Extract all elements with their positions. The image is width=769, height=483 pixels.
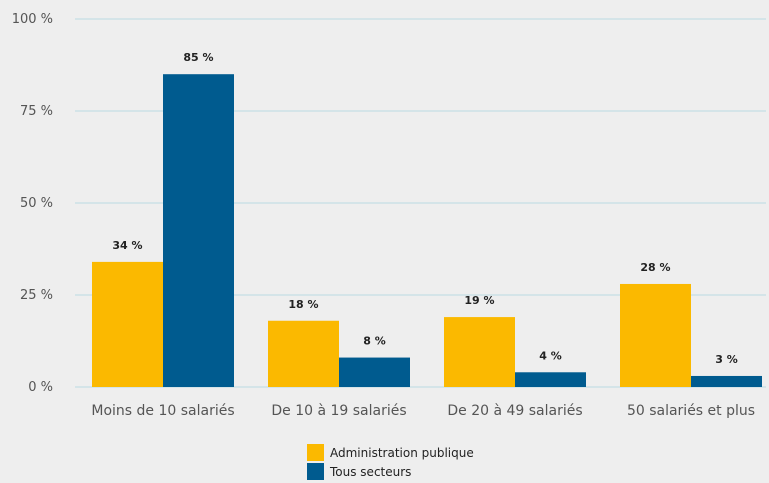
- legend-label: Tous secteurs: [329, 465, 411, 479]
- x-tick-label: De 20 à 49 salariés: [447, 403, 582, 419]
- legend-swatch: [307, 463, 324, 480]
- data-label: 85 %: [183, 51, 213, 64]
- y-tick-label: 0 %: [28, 380, 53, 395]
- x-tick-label: De 10 à 19 salariés: [271, 403, 406, 419]
- bar: [515, 372, 586, 387]
- data-labels: 34 % 18 % 19 % 28 % 85 % 8 % 4 % 3 %: [112, 51, 737, 366]
- legend-item: Administration publique: [307, 444, 474, 461]
- y-axis: 0 % 25 % 50 % 75 % 100 %: [12, 12, 53, 395]
- bar: [620, 283, 691, 387]
- y-tick-label: 75 %: [20, 104, 53, 119]
- x-axis: Moins de 10 salariés De 10 à 19 salariés D…: [91, 403, 755, 419]
- bar: [268, 320, 339, 387]
- x-tick-label: 50 salariés et plus: [627, 403, 755, 419]
- legend-swatch: [307, 444, 324, 461]
- data-label: 8 %: [363, 335, 386, 348]
- data-label: 19 %: [464, 294, 494, 307]
- y-tick-label: 50 %: [20, 196, 53, 211]
- bar: [339, 357, 410, 387]
- bar: [444, 317, 515, 387]
- legend-item: Tous secteurs: [307, 463, 411, 480]
- data-label: 4 %: [539, 349, 562, 362]
- legend: Administration publique Tous secteurs: [307, 444, 474, 480]
- y-tick-label: 100 %: [12, 12, 53, 27]
- data-label: 28 %: [640, 261, 670, 274]
- x-tick-label: Moins de 10 salariés: [91, 403, 234, 419]
- y-tick-label: 25 %: [20, 288, 53, 303]
- data-label: 3 %: [715, 353, 738, 366]
- bar: [163, 74, 234, 387]
- data-label: 34 %: [112, 239, 142, 252]
- bars: [92, 74, 762, 387]
- bar: [691, 375, 762, 387]
- bar: [92, 261, 163, 387]
- data-label: 18 %: [288, 298, 318, 311]
- legend-label: Administration publique: [330, 446, 474, 460]
